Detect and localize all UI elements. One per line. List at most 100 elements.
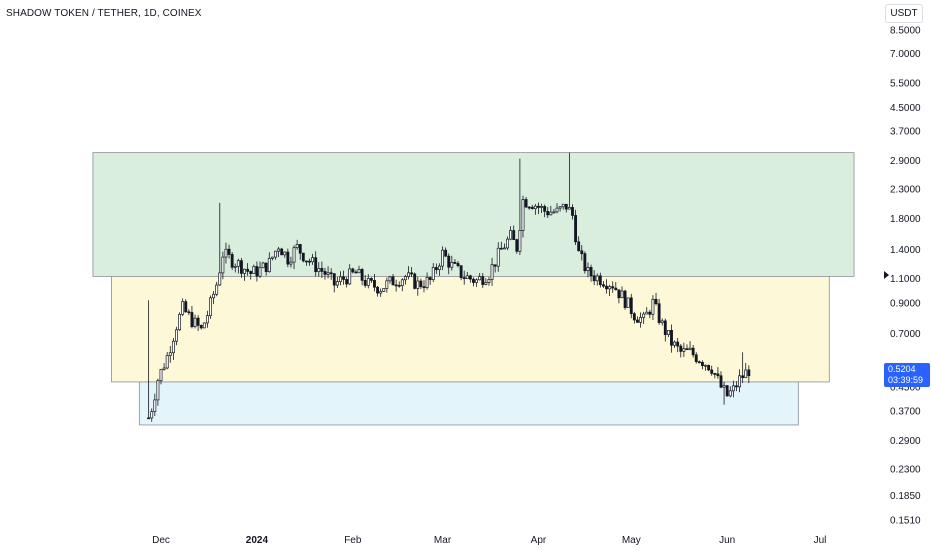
candle — [304, 260, 308, 266]
candle — [298, 243, 302, 260]
candle — [487, 277, 491, 286]
candle-body — [598, 275, 602, 286]
candle — [403, 274, 407, 285]
candle-body — [478, 276, 482, 281]
candle — [719, 371, 723, 389]
candle-body — [453, 261, 457, 264]
candle — [243, 268, 246, 281]
candle-body — [676, 341, 680, 347]
candle — [462, 270, 466, 285]
chart-title: SHADOW TOKEN / TETHER, 1D, COINEX — [6, 8, 202, 19]
price-axis[interactable]: 8.5000 7.0000 5.5000 4.5000 3.7000 2.9000 2.30… — [890, 26, 921, 527]
candle — [608, 284, 612, 297]
candle — [230, 252, 234, 270]
candle-body — [617, 289, 621, 299]
candle — [533, 203, 537, 215]
candle-body — [450, 261, 454, 268]
candle-body — [240, 260, 243, 274]
candle-body — [391, 276, 395, 286]
candle-body — [419, 280, 423, 288]
candle-body — [462, 277, 466, 279]
candle-body — [626, 297, 630, 308]
candle — [710, 365, 714, 376]
candle-body — [543, 206, 547, 212]
candle — [571, 204, 574, 220]
candle-body — [190, 312, 194, 328]
candle-body — [595, 275, 599, 282]
candle-body — [209, 297, 212, 316]
candle-body — [728, 390, 732, 397]
candle-body — [549, 211, 553, 216]
candle — [205, 310, 209, 328]
candle-body — [382, 288, 386, 292]
candle — [369, 277, 373, 283]
candle — [434, 263, 438, 274]
candle-body — [645, 311, 649, 315]
candle-body — [679, 345, 683, 352]
candle — [747, 365, 751, 384]
candle-body — [233, 265, 237, 268]
candle — [431, 263, 435, 283]
candle — [642, 311, 646, 325]
candle — [156, 378, 160, 406]
candle — [456, 260, 460, 268]
candle — [178, 312, 181, 332]
candle-body — [196, 317, 200, 326]
price-tick-label: 5.5000 — [890, 78, 921, 89]
candle-body — [156, 380, 160, 401]
candle — [657, 298, 661, 325]
candle-body — [354, 271, 358, 274]
candle-body — [580, 250, 584, 254]
candle-body — [394, 284, 398, 287]
candle-body — [468, 275, 472, 280]
candle — [670, 324, 673, 353]
candle — [153, 393, 157, 416]
candle-body — [425, 277, 429, 288]
candle-body — [441, 249, 444, 267]
price-tick-label: 0.1510 — [890, 516, 921, 527]
candle — [583, 251, 587, 274]
candle-body — [298, 244, 302, 254]
candle — [345, 276, 349, 288]
candle — [676, 338, 680, 353]
last-price-value: 0.5204 — [888, 364, 916, 374]
candle-body — [506, 238, 509, 249]
candle-body — [512, 230, 516, 240]
candle-body — [496, 247, 500, 267]
time-tick-label: May — [622, 535, 641, 546]
candle — [614, 282, 618, 291]
candle — [478, 273, 482, 281]
currency-badge[interactable]: USDT — [885, 4, 923, 23]
candle — [524, 196, 528, 208]
candle-body — [673, 341, 677, 346]
candle-body — [567, 207, 571, 210]
candle-body — [447, 255, 451, 268]
candle-body — [363, 279, 367, 286]
time-tick-label: Feb — [344, 535, 362, 546]
candle — [626, 297, 630, 308]
candle — [261, 261, 265, 269]
time-axis[interactable]: Dec 2024 Feb Mar Apr May Jun Jul — [152, 535, 826, 546]
candle-body — [205, 315, 209, 324]
candle — [468, 274, 472, 283]
candle-body — [642, 313, 646, 318]
candle-body — [249, 271, 253, 274]
candle — [224, 242, 228, 264]
candle-body — [574, 215, 578, 243]
candle-body — [224, 248, 228, 258]
candle — [419, 278, 423, 290]
candle — [623, 289, 627, 310]
candle — [407, 266, 410, 280]
candle-body — [487, 278, 491, 283]
candle-body — [444, 249, 448, 257]
candle-body — [304, 260, 308, 263]
price-tick-label: 2.3000 — [890, 184, 921, 195]
candle — [332, 273, 336, 293]
candle-body — [558, 206, 562, 209]
candle-body — [735, 385, 738, 388]
candle-body — [524, 199, 528, 208]
candle — [685, 344, 689, 351]
time-tick-label: Mar — [434, 535, 452, 546]
candle-body — [320, 268, 324, 272]
